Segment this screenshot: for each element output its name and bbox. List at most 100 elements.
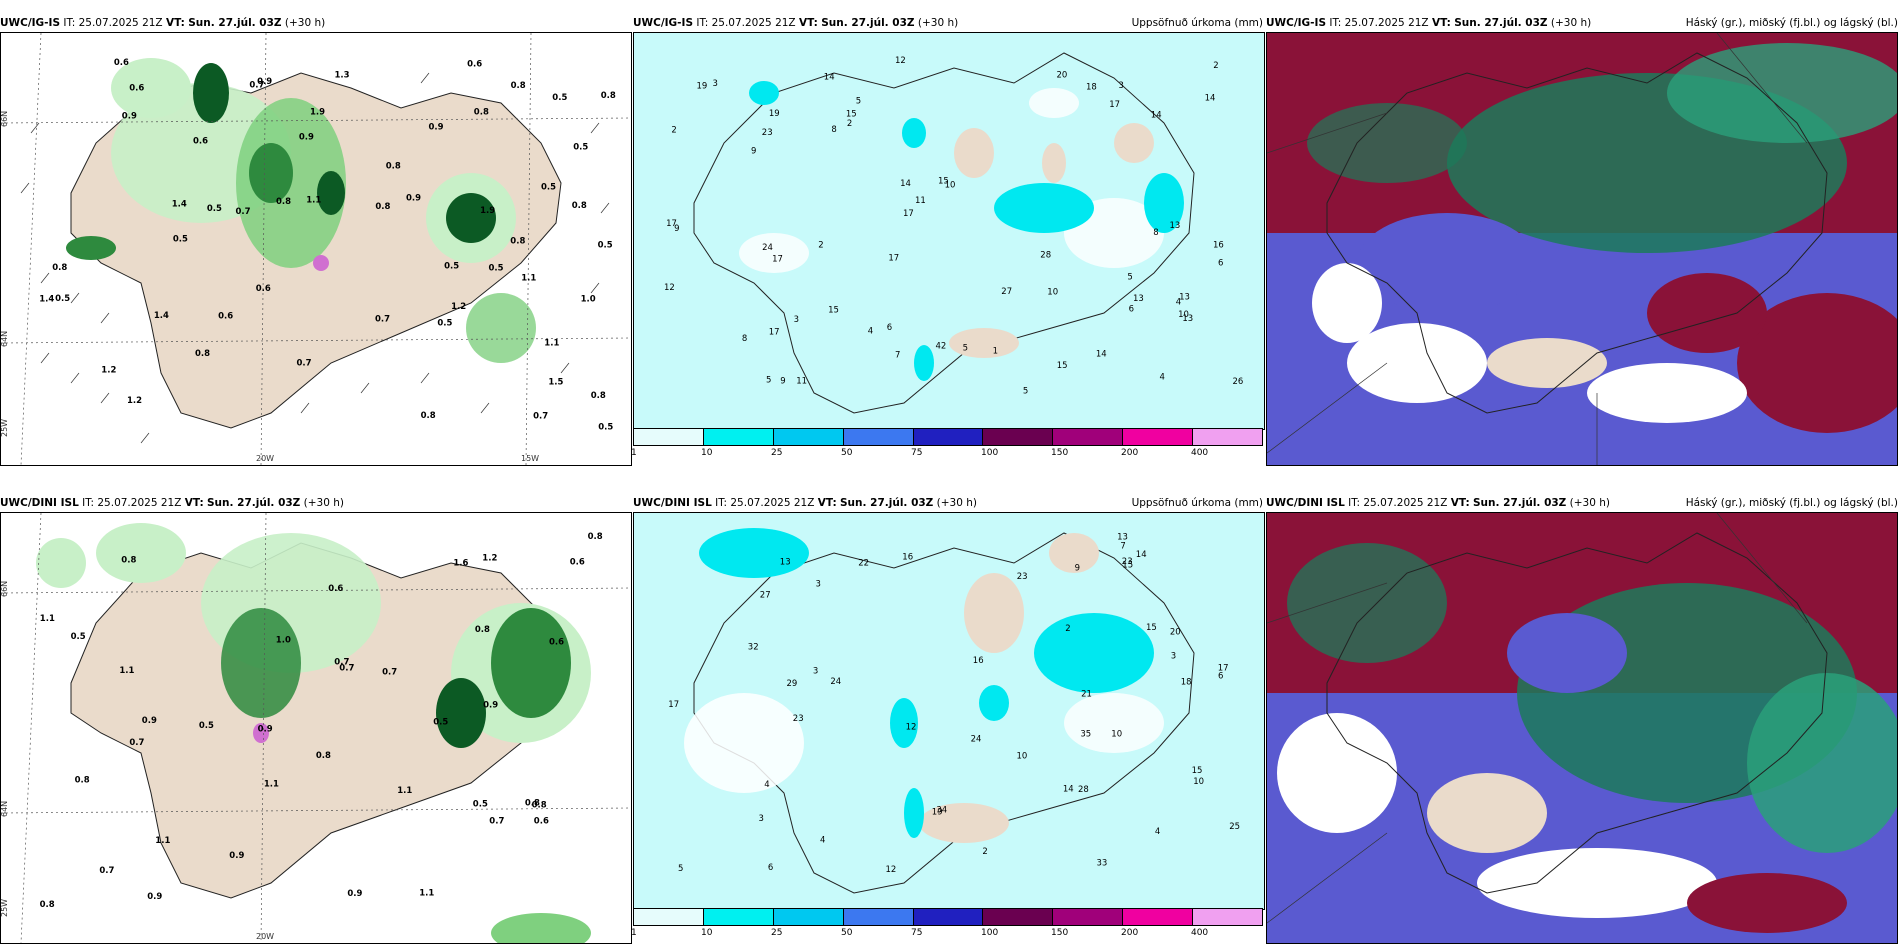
value-label: 1.2 xyxy=(451,302,466,312)
it-label: IT: xyxy=(1329,17,1342,29)
colorbar-tick: 25 xyxy=(770,448,783,458)
panel-header: UWC/DINI ISL IT: 25.07.2025 21Z VT: Sun.… xyxy=(0,494,632,512)
value-label: 4 xyxy=(820,835,825,845)
value-label: 5 xyxy=(963,343,968,353)
value-label: 4 xyxy=(868,326,873,336)
colorbar-tick: 100 xyxy=(981,928,999,938)
map-precip-wind[interactable]: 66N 64N 25W 20W 0.6 0.9 0.9 0.8 0.8 0.7 0.7 0.5… xyxy=(0,512,632,944)
lon-label: 20W xyxy=(256,932,274,941)
it-label: IT: xyxy=(63,17,76,29)
value-label: 9 xyxy=(780,377,785,387)
it-label: IT: xyxy=(1348,497,1361,509)
panel-header: UWC/DINI ISL IT: 25.07.2025 21Z VT: Sun.… xyxy=(633,494,1265,512)
value-label: 10 xyxy=(1047,287,1058,297)
panel-title: Uppsöfnuð úrkoma (mm) xyxy=(1131,497,1263,509)
vt-label: VT: xyxy=(817,497,837,509)
vt-value: Sun. 27.júl. 03Z xyxy=(207,497,301,509)
lead-time: (+30 h) xyxy=(284,17,326,29)
precip-core xyxy=(994,183,1094,233)
value-label: 0.5 xyxy=(437,319,452,329)
colorbar-tick: 150 xyxy=(1051,448,1069,458)
vt-label: VT: xyxy=(798,17,818,29)
value-label: 2 xyxy=(1065,624,1070,634)
value-label: 32 xyxy=(748,643,759,653)
panel-title: Háský (gr.), miðský (fj.bl.) og lágský (… xyxy=(1685,17,1898,29)
lat-label: 66N xyxy=(1,111,9,127)
colorbar-ticks: 1 10 25 50 75 100 150 200 400 xyxy=(631,447,1263,459)
precip-area xyxy=(193,63,229,123)
value-label: 6 xyxy=(1129,305,1134,315)
map-precip-wind[interactable]: 66N 64N 25W 20W 15W 0.9 0.8 0.5 0.6 0.8 0.5 1.… xyxy=(0,32,632,466)
precip-core xyxy=(979,685,1009,721)
value-label: 0.8 xyxy=(532,801,547,811)
value-label: 19 xyxy=(769,109,780,119)
value-label: 15 xyxy=(1057,361,1068,371)
value-label: 0.8 xyxy=(195,349,210,359)
value-label: 5 xyxy=(1023,386,1028,396)
value-label: 28 xyxy=(1078,785,1089,795)
value-label: 0.5 xyxy=(55,294,70,304)
value-label: 18 xyxy=(1086,82,1097,92)
map-clouds[interactable] xyxy=(1266,32,1898,466)
map-clouds[interactable] xyxy=(1266,512,1898,944)
colorbar-tick: 10 xyxy=(700,448,713,458)
map-accum-precip[interactable]: 9 6 11 7 8 13 10 14 15 9 12 13 5 14 13 3 5 6 9 5 10 4 17 17 14 20… xyxy=(633,32,1265,430)
iceland-outline xyxy=(693,52,1195,414)
value-label: 0.6 xyxy=(570,557,585,567)
value-label: 19 xyxy=(697,82,708,92)
vt-label: VT: xyxy=(1431,17,1451,29)
precip-core xyxy=(914,345,934,381)
lon-label: 15W xyxy=(521,454,539,463)
value-label: 0.5 xyxy=(573,142,588,152)
map-accum-precip[interactable]: 34 19 23 12 10 24 15 12 10 6 9 7 21 17 16 14 23 15 23 20 24 2… xyxy=(633,512,1265,910)
value-label: 35 xyxy=(1080,729,1091,739)
value-label: 2 xyxy=(1213,61,1218,71)
value-label: 14 xyxy=(824,72,835,82)
precip-area xyxy=(313,255,329,271)
value-label: 24 xyxy=(830,677,841,687)
value-label: 6 xyxy=(1218,259,1223,269)
value-label: 0.6 xyxy=(534,816,549,826)
colorbar-segment xyxy=(1123,909,1194,925)
value-label: 0.5 xyxy=(444,261,459,271)
value-label: 3 xyxy=(1119,81,1124,91)
panel-header: UWC/IG-IS IT: 25.07.2025 21Z VT: Sun. 27… xyxy=(1266,14,1900,32)
value-label: 3 xyxy=(816,580,821,590)
value-label: 0.9 xyxy=(229,851,244,861)
value-label: 1.6 xyxy=(453,558,468,568)
panel-header: UWC/DINI ISL IT: 25.07.2025 21Z VT: Sun.… xyxy=(1266,494,1900,512)
it-label: IT: xyxy=(715,497,728,509)
value-label: 0.9 xyxy=(257,77,272,87)
value-label: 0.9 xyxy=(142,716,157,726)
lon-label: 25W xyxy=(1,899,9,917)
precip-core xyxy=(890,698,918,748)
value-label: 4 xyxy=(1176,298,1181,308)
value-label: 0.7 xyxy=(382,668,397,678)
vt-value: Sun. 27.júl. 03Z xyxy=(821,17,915,29)
value-label: 14 xyxy=(1096,349,1107,359)
value-label: 0.8 xyxy=(75,776,90,786)
lat-label: 64N xyxy=(1,801,9,817)
colorbar-segment xyxy=(773,429,844,445)
value-label: 0.6 xyxy=(256,284,271,294)
value-label: 12 xyxy=(895,56,906,66)
value-label: 0.8 xyxy=(52,263,67,273)
value-label: 0.9 xyxy=(122,112,137,122)
value-label: 27 xyxy=(1001,287,1012,297)
panel-header: UWC/IG-IS IT: 25.07.2025 21Z VT: Sun. 27… xyxy=(633,14,1265,32)
colorbar-segment xyxy=(634,909,704,925)
value-label: 0.8 xyxy=(316,751,331,761)
vt-value: Sun. 27.júl. 03Z xyxy=(1473,497,1567,509)
value-label: 1.4 xyxy=(154,311,169,321)
value-label: 7 xyxy=(1120,542,1125,552)
value-label: 21 xyxy=(1081,690,1092,700)
value-label: 10 xyxy=(945,181,956,191)
colorbar-tick: 50 xyxy=(841,928,853,938)
value-label: 23 xyxy=(1017,572,1028,582)
value-label: 1.1 xyxy=(521,273,536,283)
value-label: 33 xyxy=(1097,859,1108,869)
value-label: 23 xyxy=(762,128,773,138)
value-label: 10 xyxy=(1178,310,1189,320)
value-label: 0.7 xyxy=(375,314,390,324)
vt-label: VT: xyxy=(184,497,204,509)
